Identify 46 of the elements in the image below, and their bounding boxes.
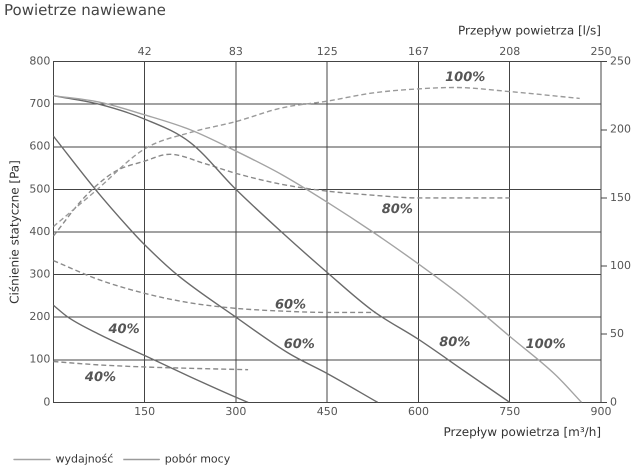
y-tick-label: 500	[29, 182, 50, 196]
annotation: 40%	[84, 370, 116, 386]
x2-tick-label: 83	[228, 44, 243, 58]
x-tick-label: 600	[408, 404, 429, 418]
line-series	[53, 154, 510, 237]
x2-tick-label: 208	[499, 44, 520, 58]
x-tick-label: 750	[499, 404, 520, 418]
chart-title: Powietrze nawiewane	[4, 0, 166, 19]
y-tick-label: 200	[29, 310, 50, 324]
x2-tick-label: 125	[316, 44, 338, 58]
x-tick-label: 150	[134, 404, 156, 418]
legend-label: pobór mocy	[164, 452, 231, 466]
y-axis-title: Ciśnienie statyczne [Pa]	[7, 160, 22, 304]
line-series	[53, 135, 378, 402]
y2-tick-label: 0	[610, 395, 618, 408]
x-tick-label: 300	[225, 404, 246, 418]
y-tick-label: 700	[29, 97, 50, 110]
x2-axis-title: Przepływ powietrza [l/s]	[458, 23, 602, 38]
y2-tick-label: 100	[610, 258, 632, 272]
y2-tick-label: 250	[610, 54, 632, 68]
y2-tick-label: 200	[610, 122, 632, 136]
annotation: 60%	[274, 297, 306, 312]
y2-tick-label: 50	[610, 327, 624, 340]
line-series	[53, 360, 249, 370]
legend-label: wydajność	[56, 452, 114, 466]
annotation: 80%	[382, 202, 413, 218]
y2-tick-label: 150	[610, 190, 632, 204]
annotation: 100%	[445, 70, 486, 85]
annotation: 80%	[439, 335, 470, 350]
x-tick-label: 900	[590, 404, 612, 418]
y-tick-label: 400	[29, 224, 50, 238]
x-tick-label: 450	[316, 404, 338, 418]
y-tick-label: 800	[29, 54, 50, 68]
x2-tick-label: 167	[408, 44, 429, 58]
line-series	[53, 304, 249, 402]
y-tick-label: 0	[43, 395, 50, 408]
y-tick-label: 600	[29, 140, 50, 153]
x2-tick-label: 42	[138, 44, 152, 58]
y-tick-label: 300	[29, 267, 50, 280]
x-axis-title: Przepływ powietrza [m³/h]	[443, 424, 602, 439]
x2-tick-label: 250	[590, 44, 612, 58]
annotation: 100%	[526, 337, 566, 352]
line-series	[53, 260, 377, 314]
annotation: 40%	[107, 322, 140, 337]
annotation: 60%	[284, 337, 315, 352]
y-tick-label: 100	[29, 352, 50, 366]
